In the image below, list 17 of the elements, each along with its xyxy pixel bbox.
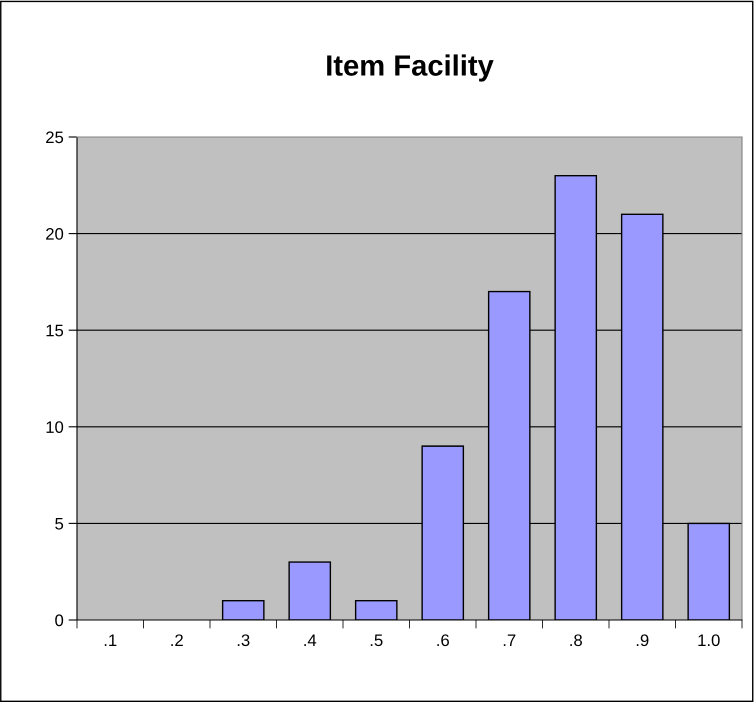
y-tick-label: 10 [46, 421, 64, 434]
x-tick-label: .3 [238, 634, 250, 646]
x-tick-label: .2 [171, 634, 183, 646]
x-tick-label: .8 [570, 634, 582, 646]
x-tick-label: .4 [304, 634, 316, 646]
y-tick-label: 5 [55, 518, 64, 530]
x-tick-label: .5 [370, 634, 382, 646]
x-tick-label: .9 [636, 634, 648, 646]
y-tick-label: 0 [55, 614, 64, 626]
y-tick-label: 15 [46, 324, 64, 336]
chart-title: Item Facility [327, 54, 494, 82]
x-tick-label: 1.0 [698, 634, 720, 646]
x-tick-label: .6 [437, 634, 449, 646]
y-tick-label: 25 [46, 131, 64, 144]
x-tick-label: .1 [104, 634, 116, 646]
x-tick-label: .7 [504, 634, 516, 646]
y-tick-label: 20 [46, 228, 64, 240]
